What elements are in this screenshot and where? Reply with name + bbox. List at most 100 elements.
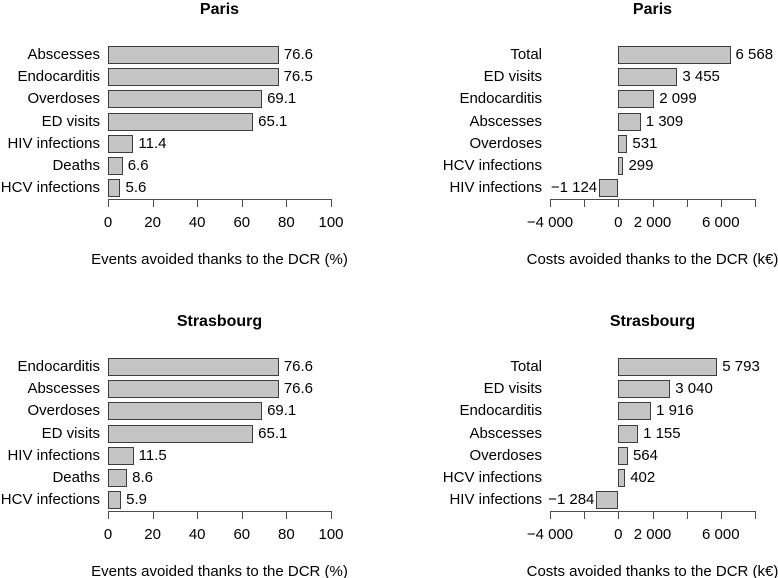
category-label: Endocarditis <box>17 358 100 375</box>
category-label: HIV infections <box>7 134 100 152</box>
bar <box>108 157 123 175</box>
value-label: 1 155 <box>643 424 681 442</box>
axis-tick <box>584 199 586 207</box>
category-label: HCV infections <box>442 469 542 486</box>
chart-panel-paris-events: Paris Abscesses 76.6 Endocarditis 76.5 Overdo… <box>0 0 389 289</box>
axis-tick <box>197 199 199 207</box>
category-label: Overdoses <box>469 446 542 464</box>
chart-panel-paris-costs: Paris Total 6 568 ED visits 3 455 Endocarditi… <box>389 0 778 289</box>
axis-tick <box>686 511 688 519</box>
category-label: HCV infections <box>442 157 542 174</box>
value-label: 65.1 <box>258 424 288 442</box>
value-label: 2 099 <box>659 90 697 108</box>
bar <box>108 469 128 487</box>
bar <box>618 90 655 109</box>
bar <box>108 90 263 109</box>
value-label: 6.6 <box>127 157 149 174</box>
bar <box>108 402 263 421</box>
category-label: HCV infections <box>0 491 100 509</box>
axis-tick <box>152 199 154 207</box>
value-label: 1 916 <box>656 402 694 420</box>
category-label: Overdoses <box>27 402 100 420</box>
axis-tick-label: 40 <box>188 526 206 543</box>
value-label: 76.6 <box>283 358 314 375</box>
axis-tick-label: 20 <box>144 526 161 543</box>
value-label: 69.1 <box>267 90 297 108</box>
axis-tick <box>331 199 332 207</box>
chart-title: Paris <box>632 1 673 18</box>
axis-tick-label: 20 <box>144 214 161 231</box>
bar <box>618 446 628 465</box>
chart-panel-strasbourg-events: Strasbourg Endocarditis 76.6 Abscesses 76.6 O… <box>0 289 389 578</box>
bar <box>108 134 134 153</box>
axis-tick <box>108 199 109 207</box>
axis-tick-label: 6 000 <box>702 214 740 231</box>
value-label: 69.1 <box>267 402 297 420</box>
category-label: Total <box>510 46 542 63</box>
value-label: 5.9 <box>126 491 148 509</box>
value-label: 76.6 <box>283 46 314 63</box>
bar <box>108 446 134 465</box>
axis-tick-label: −4 000 <box>526 526 574 543</box>
bar <box>108 358 279 376</box>
axis-tick-label: 0 <box>614 214 623 231</box>
chart-title: Strasbourg <box>609 313 696 330</box>
axis-tick-label: 6 000 <box>702 526 740 543</box>
bar <box>108 68 279 87</box>
bar <box>618 46 731 64</box>
value-label: 8.6 <box>132 469 154 486</box>
category-label: Endocarditis <box>459 90 542 108</box>
bar <box>618 380 671 399</box>
category-label: ED visits <box>483 380 542 398</box>
category-label: Endocarditis <box>17 68 100 86</box>
bar <box>599 179 619 198</box>
value-label: −1 284 <box>548 491 595 509</box>
bar <box>618 402 652 421</box>
x-axis-label: Costs avoided thanks to the DCR (k€) <box>526 251 778 268</box>
axis-tick <box>550 511 551 519</box>
bar <box>108 491 122 510</box>
category-label: Abscesses <box>27 46 100 63</box>
category-label: HIV infections <box>7 446 100 464</box>
axis-tick <box>241 511 243 519</box>
category-label: Abscesses <box>469 424 542 442</box>
category-label: Deaths <box>52 157 100 174</box>
axis-tick <box>286 199 288 207</box>
chart-panel-strasbourg-costs: Strasbourg Total 5 793 ED visits 3 040 Endoca… <box>389 289 778 578</box>
x-axis-label: Costs avoided thanks to the DCR (k€) <box>526 563 778 578</box>
category-label: Deaths <box>52 469 100 486</box>
bar <box>618 112 641 131</box>
value-label: 65.1 <box>258 112 288 130</box>
category-label: ED visits <box>41 112 100 130</box>
value-label: 5 793 <box>722 358 760 375</box>
value-label: 402 <box>630 469 656 486</box>
bar <box>596 491 619 510</box>
category-label: Total <box>510 358 542 375</box>
axis-tick-label: 40 <box>188 214 206 231</box>
axis-tick-label: −4 000 <box>526 214 574 231</box>
value-label: 11.4 <box>138 134 167 152</box>
category-label: Abscesses <box>469 112 542 130</box>
axis-tick <box>652 199 654 207</box>
axis-tick <box>197 511 199 519</box>
category-label: HIV infections <box>449 179 542 197</box>
bar <box>108 112 254 131</box>
axis-tick-label: 80 <box>278 526 295 543</box>
axis-tick <box>241 199 243 207</box>
bar <box>618 68 678 87</box>
value-label: 76.6 <box>283 380 314 398</box>
bar <box>108 424 254 443</box>
bar <box>618 469 626 487</box>
axis-tick <box>152 511 154 519</box>
axis-tick <box>755 511 756 519</box>
axis-tick-label: 100 <box>318 526 344 543</box>
x-axis-line <box>108 199 331 200</box>
value-label: −1 124 <box>550 179 598 197</box>
axis-tick <box>618 511 620 519</box>
x-axis-label: Events avoided thanks to the DCR (%) <box>91 563 348 578</box>
value-label: 76.5 <box>283 68 313 86</box>
bar <box>618 157 624 175</box>
category-label: HIV infections <box>449 491 542 509</box>
value-label: 3 455 <box>682 68 720 86</box>
